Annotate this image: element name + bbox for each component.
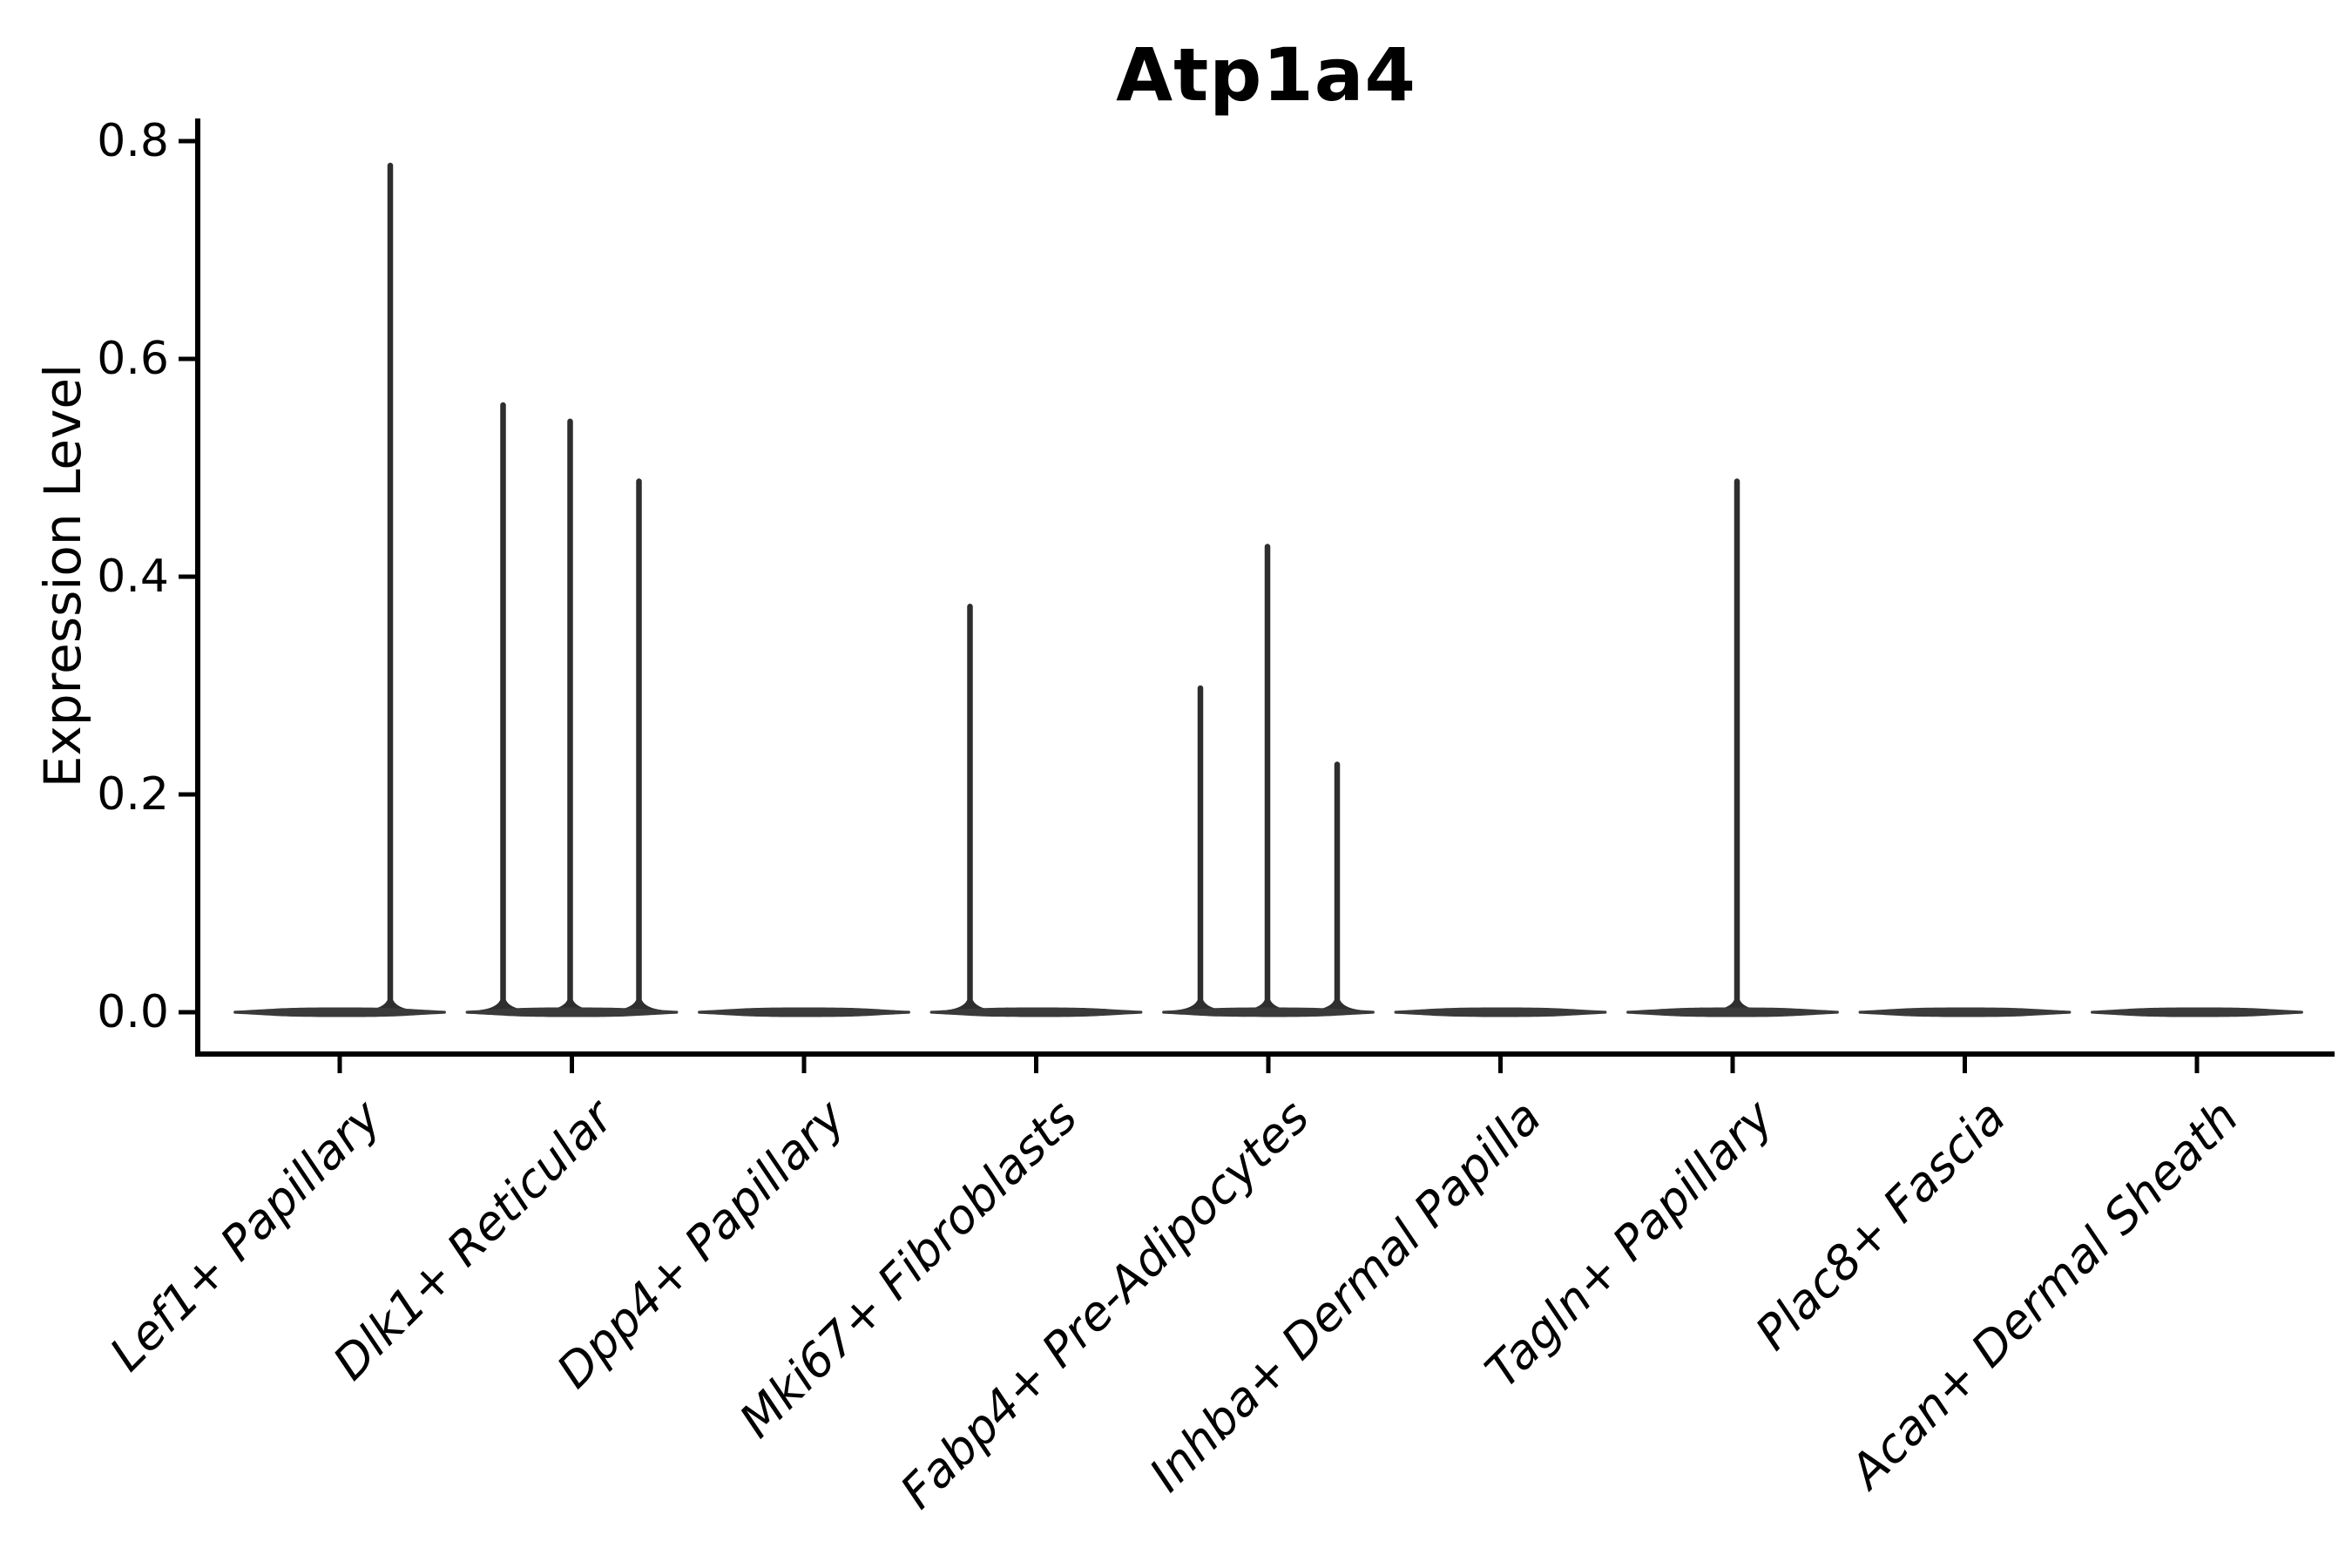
y-tick-label: 0.6 xyxy=(97,333,169,385)
y-tick-label: 0.8 xyxy=(97,115,169,167)
violin-body xyxy=(698,1007,910,1017)
violin-body xyxy=(2091,1007,2303,1017)
violin-body xyxy=(1394,1007,1607,1017)
y-tick-label: 0.0 xyxy=(97,986,169,1038)
violin-body xyxy=(1162,1007,1375,1017)
chart-title: Atp1a4 xyxy=(1116,32,1416,118)
violin-body xyxy=(1858,1007,2072,1017)
violin-body xyxy=(1626,1007,1839,1017)
violin-body xyxy=(929,1007,1143,1017)
y-tick-label: 0.2 xyxy=(97,768,169,821)
violin-body xyxy=(465,1007,679,1017)
y-tick-label: 0.4 xyxy=(97,551,169,603)
violin-body xyxy=(233,1007,446,1017)
